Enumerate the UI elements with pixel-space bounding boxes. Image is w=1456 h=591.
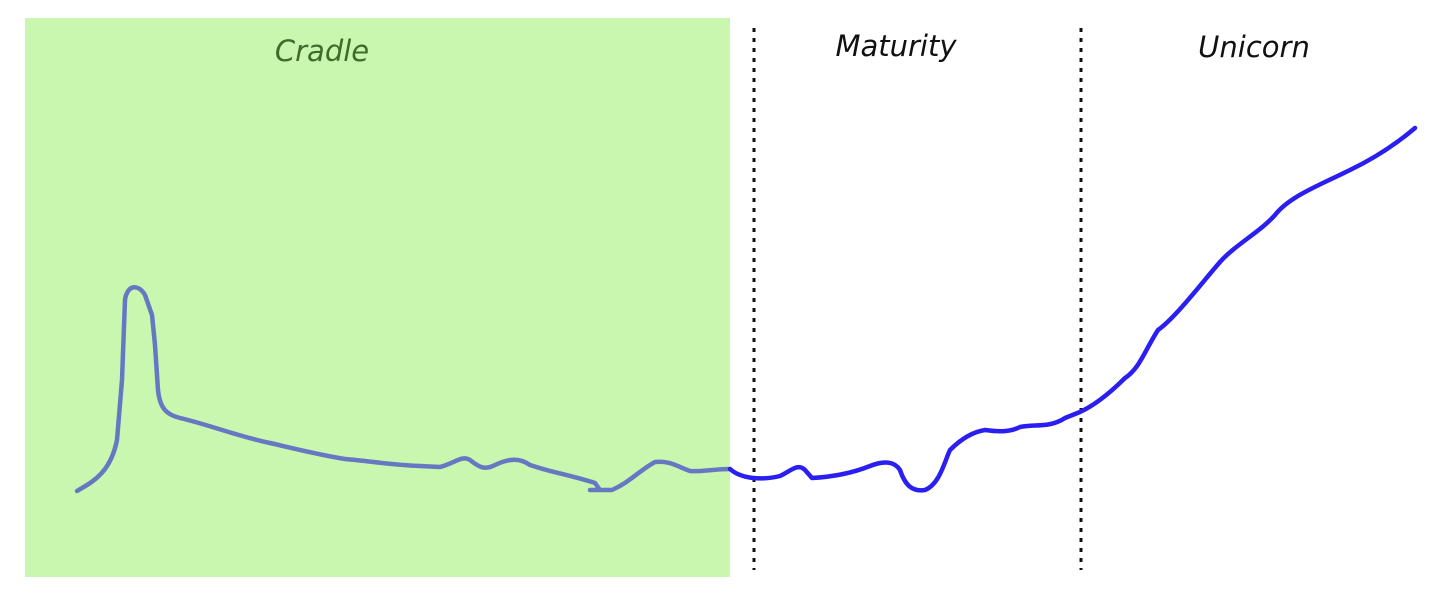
region-label: Maturity xyxy=(835,29,957,63)
region-label: Unicorn xyxy=(1198,30,1310,64)
curve-cradle xyxy=(74,285,733,494)
curve-growth xyxy=(727,125,1418,493)
cradle-region xyxy=(25,18,730,577)
region-label: Cradle xyxy=(275,34,369,68)
